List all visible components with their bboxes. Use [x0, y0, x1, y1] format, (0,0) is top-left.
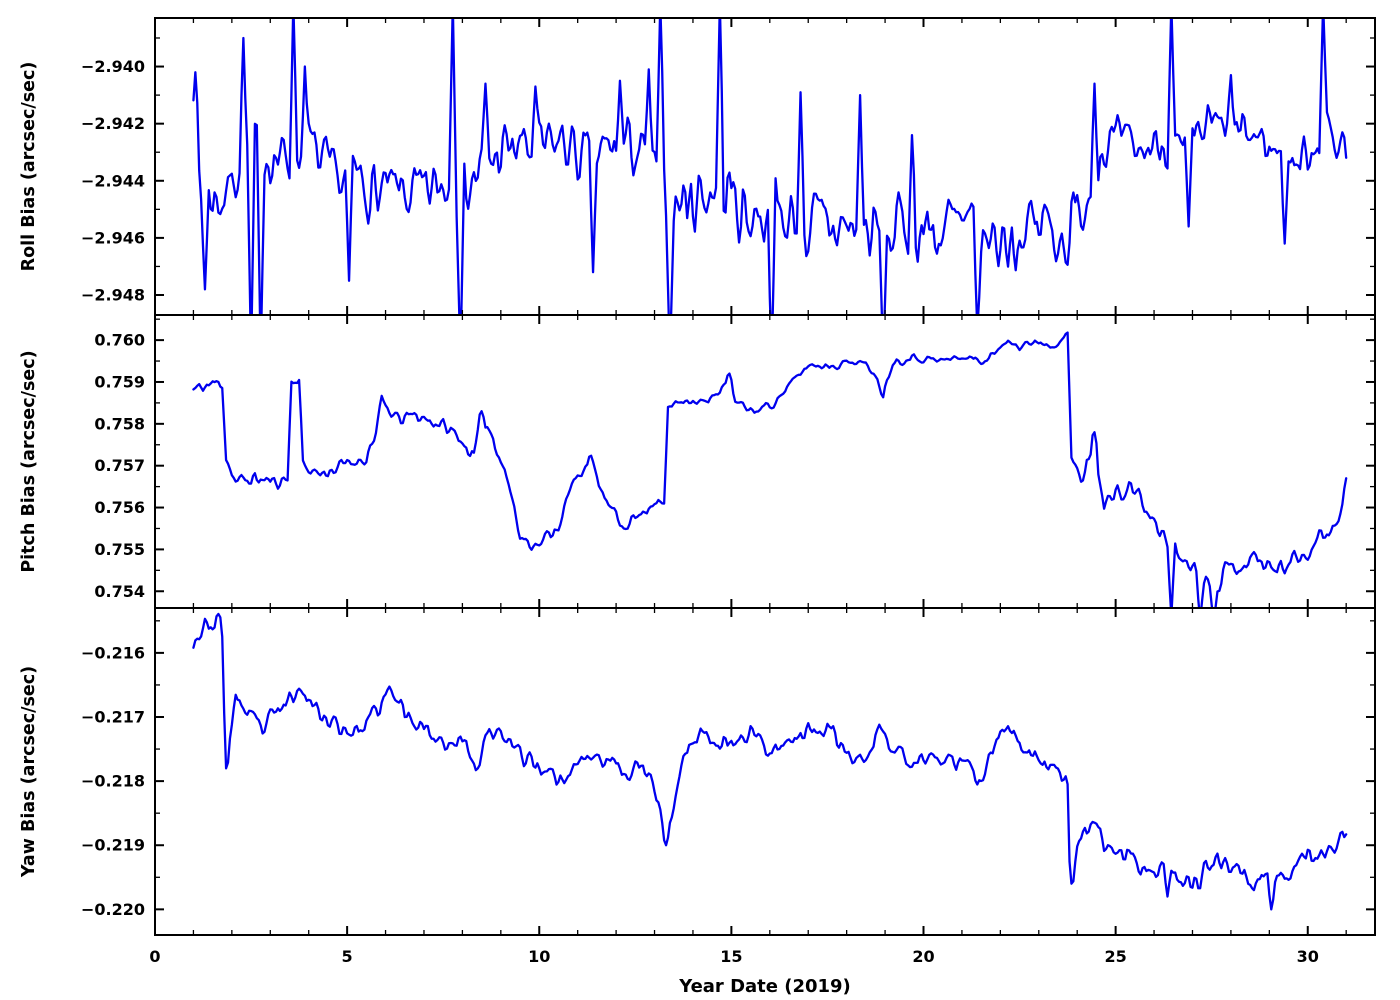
x-tick-label: 0 [149, 947, 160, 966]
pitch-y-axis-label: Pitch Bias (arcsec/sec) [19, 350, 39, 572]
roll-bias-y-tick-label: −2.940 [81, 57, 145, 76]
pitch-bias-y-tick-label: 0.759 [94, 372, 145, 391]
pitch-bias-y-tick-label: 0.755 [94, 540, 145, 559]
roll-y-axis-label: Roll Bias (arcsec/sec) [19, 62, 39, 272]
x-tick-label: 10 [528, 947, 550, 966]
x-tick-labels: 0 5 10 15 20 25 30 [149, 947, 1318, 966]
yaw-bias-data-line [192, 612, 1348, 911]
yaw-bias-y-tick-label: −0.218 [81, 772, 145, 791]
yaw-bias-plot-border [154, 607, 1376, 936]
pitch-bias-y-tick-label: 0.754 [94, 582, 145, 601]
yaw-bias-y-tick-label: −0.219 [81, 836, 145, 855]
x-tick-label: 20 [912, 947, 934, 966]
roll-bias-y-tick-label: −2.942 [81, 114, 145, 133]
plots-group: −2.940 −2.942 −2.944 −2.946 −2.948 0.760 0.759… [81, 17, 1376, 966]
roll-bias-y-tick-label: −2.946 [81, 228, 145, 247]
x-axis-label: Year Date (2019) [678, 976, 851, 997]
x-tick-label: 30 [1297, 947, 1319, 966]
pitch-bias-data-line [192, 331, 1348, 607]
yaw-bias-y-tick-label: −0.220 [81, 900, 145, 919]
x-tick-label: 5 [342, 947, 353, 966]
pitch-bias-y-tick-label: 0.757 [94, 456, 145, 475]
pitch-bias-y-tick-label: 0.758 [94, 414, 145, 433]
yaw-bias-plot: −0.216 −0.217 −0.218 −0.219 −0.220 [81, 607, 1376, 936]
pitch-bias-y-tick-label: 0.760 [94, 331, 145, 350]
yaw-bias-y-tick-label: −0.217 [81, 708, 145, 727]
roll-bias-y-tick-label: −2.944 [81, 171, 145, 190]
yaw-y-axis-label: Yaw Bias (arcsec/sec) [19, 666, 39, 878]
x-tick-label: 15 [720, 947, 742, 966]
roll-bias-data-line [192, 19, 1348, 314]
yaw-bias-y-tick-label: −0.216 [81, 643, 145, 662]
pitch-bias-y-tick-label: 0.756 [94, 498, 145, 517]
x-tick-label: 25 [1104, 947, 1126, 966]
roll-bias-y-tick-label: −2.948 [81, 286, 145, 305]
